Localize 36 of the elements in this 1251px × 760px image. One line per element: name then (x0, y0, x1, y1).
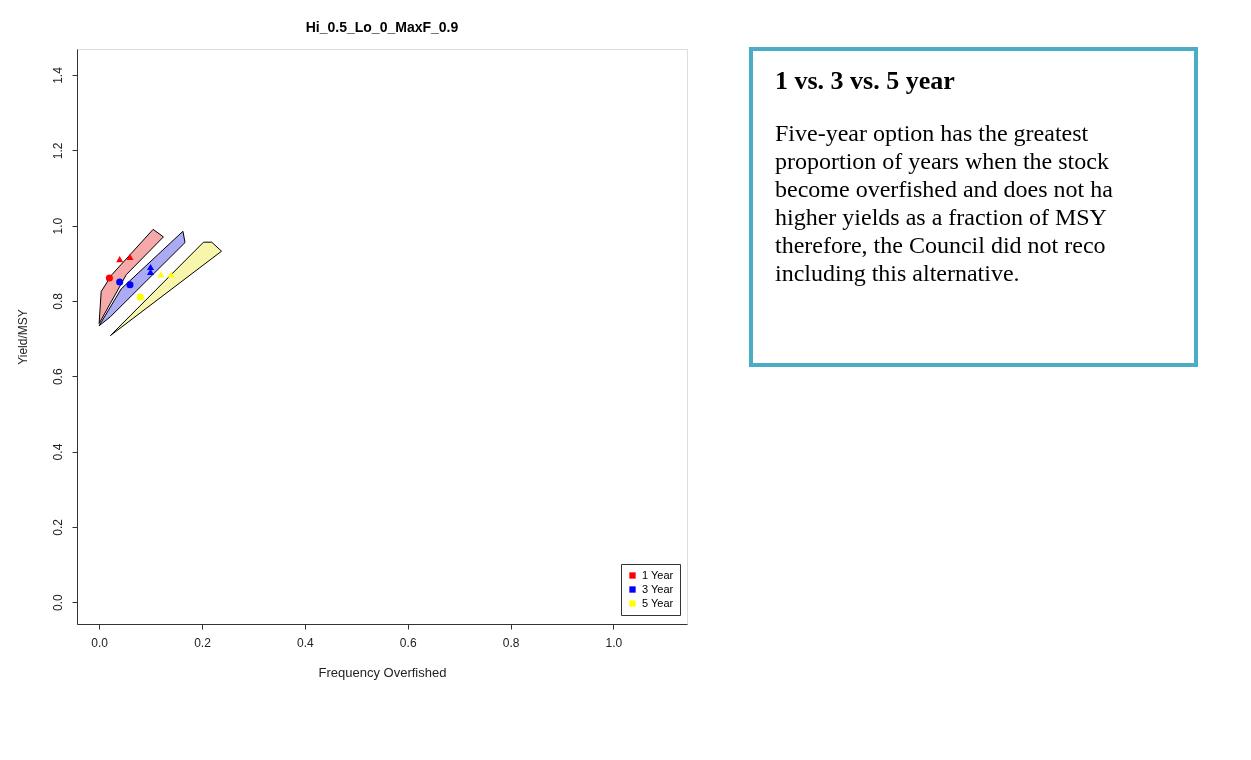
y-axis-title: Yield/MSY (15, 309, 30, 365)
point (126, 253, 134, 260)
point (136, 293, 144, 301)
x-tick-label: 1.0 (605, 635, 623, 650)
point (126, 281, 134, 289)
legend-label: 1 Year (642, 568, 674, 581)
y-tick-label: 0.0 (50, 594, 65, 611)
x-axis-title: Frequency Overfished (318, 664, 447, 680)
text: become overfished and does not ha (775, 176, 1114, 202)
point (147, 263, 155, 271)
legend-label: 5 Year (642, 596, 674, 609)
point (116, 256, 124, 263)
text: 1 vs. 3 vs. 5 year (775, 66, 955, 95)
x-tick-label: 0.4 (297, 635, 315, 650)
x-tick-label: 0.8 (502, 635, 520, 650)
y-tick-label: 1.2 (50, 142, 65, 160)
text: Five-year option has the greatest (775, 120, 1089, 146)
y-tick-label: 0.8 (50, 292, 65, 310)
text: proportion of years when the stock (775, 148, 1109, 174)
y-tick-label: 1.0 (50, 217, 65, 235)
point (157, 271, 165, 278)
x-tick-label: 0.2 (194, 635, 212, 650)
y-tick-label: 1.4 (50, 66, 65, 84)
y-tick-label: 0.2 (50, 518, 65, 536)
legend-label: 3 Year (642, 582, 674, 595)
y-tick-label: 0.6 (50, 368, 65, 386)
point (105, 274, 113, 282)
text: including this alternative. (775, 260, 1020, 286)
y-tick-label: 0.4 (50, 443, 65, 461)
chart-title: Hi_0.5_Lo_0_MaxF_0.9 (305, 19, 459, 35)
text: higher yields as a fraction of MSY (775, 204, 1107, 230)
text: therefore, the Council did not reco (775, 232, 1106, 258)
x-tick-label: 0.0 (91, 635, 109, 650)
point (116, 278, 124, 286)
point (167, 271, 175, 278)
x-tick-label: 0.6 (399, 635, 417, 650)
